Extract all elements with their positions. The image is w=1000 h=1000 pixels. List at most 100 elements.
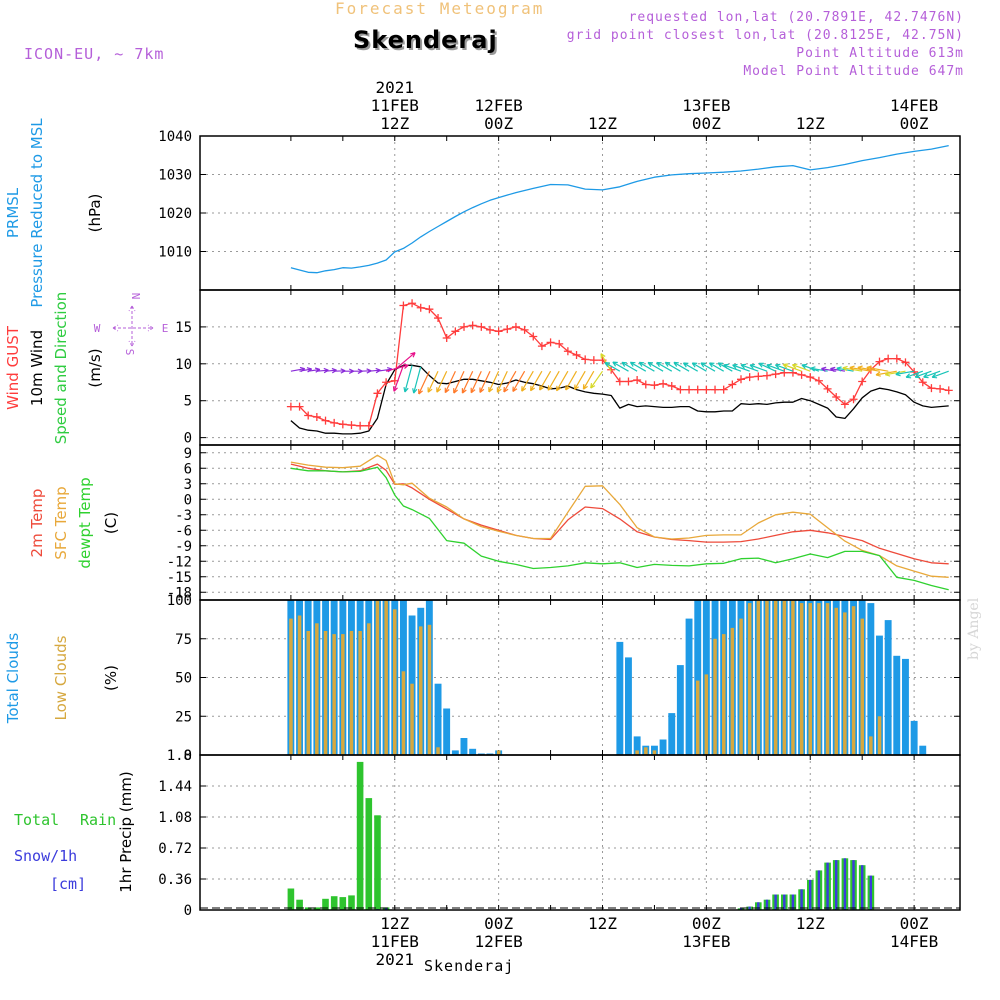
wind-direction-arrow xyxy=(590,370,603,389)
wind-direction-arrow xyxy=(700,362,716,372)
rain-bar xyxy=(374,815,381,910)
gust-marker xyxy=(814,376,823,385)
chart-title: Forecast Meteogram xyxy=(335,0,545,18)
low-clouds-bar xyxy=(652,750,657,755)
snow-bar xyxy=(843,858,847,910)
y-tick-label: 0 xyxy=(184,492,192,508)
low-clouds-label: Low Clouds xyxy=(52,635,70,720)
wind-direction-arrow xyxy=(749,363,768,372)
low-clouds-bar xyxy=(851,606,856,755)
y-tick-label: -9 xyxy=(175,539,192,555)
rain-bar xyxy=(330,896,338,910)
wind-direction-arrow xyxy=(914,370,932,379)
wind-gust-label: Wind GUST xyxy=(4,325,22,410)
low-clouds-bar xyxy=(869,736,873,755)
total-clouds-bar xyxy=(867,603,875,755)
y-tick-label: 0.36 xyxy=(158,872,192,888)
wind-direction-arrow xyxy=(708,362,724,372)
temp-sfc-label: SFC Temp xyxy=(52,486,70,559)
gust-marker xyxy=(373,389,382,398)
low-clouds-bar xyxy=(860,618,864,755)
y-tick-label: 5 xyxy=(184,394,192,410)
precip-unit-label: 1hr Precip (mm) xyxy=(117,771,135,892)
gust-marker xyxy=(892,354,901,363)
gust-marker xyxy=(442,333,451,342)
wind-direction-arrow xyxy=(774,363,794,372)
gust-marker xyxy=(347,421,356,430)
wind-direction-arrow xyxy=(488,370,500,393)
gust-marker xyxy=(737,375,746,384)
wind-direction-arrow xyxy=(740,363,759,372)
wind-direction-arrow xyxy=(791,363,811,372)
wind-direction-arrow xyxy=(732,363,750,372)
y-tick-label: 25 xyxy=(175,709,192,725)
gust-marker xyxy=(624,377,633,386)
gust-marker xyxy=(702,385,711,394)
total-clouds-bar xyxy=(694,600,702,755)
y-tick-label: 15 xyxy=(175,320,192,336)
wind-direction-arrow xyxy=(638,361,655,372)
gust-marker xyxy=(572,350,581,359)
time-label-top: 12Z xyxy=(588,114,617,133)
snow-bar xyxy=(757,902,760,911)
wind-direction-arrow xyxy=(647,361,664,372)
time-label-bottom: 12Z xyxy=(380,914,409,933)
wind-direction-arrow xyxy=(574,370,586,390)
gust-marker xyxy=(356,421,365,430)
grid-point-coordinates: grid point closest lon,lat (20.8125E, 42… xyxy=(566,28,964,43)
gust-marker xyxy=(788,368,797,377)
low-clouds-bar xyxy=(289,618,293,755)
gust-marker xyxy=(546,338,555,347)
gust-marker xyxy=(754,372,763,381)
total-clouds-bar xyxy=(434,683,442,755)
y-tick-label: 10 xyxy=(175,357,192,373)
wind-direction-arrow xyxy=(782,363,802,372)
wind-direction-arrow xyxy=(664,361,681,372)
pressure-unit-label: (hPa) xyxy=(86,194,104,233)
rain-bar xyxy=(356,761,364,910)
rain-bar xyxy=(304,907,312,910)
wind-direction-arrow xyxy=(905,370,924,379)
wind-direction-arrow xyxy=(931,370,949,379)
low-clouds-bar xyxy=(401,671,406,755)
temp-sfc-line xyxy=(290,454,949,578)
wind-direction-arrow xyxy=(758,362,776,372)
low-clouds-bar xyxy=(349,631,354,755)
time-label-top: 11FEB xyxy=(371,96,419,115)
total-clouds-bar xyxy=(884,620,892,755)
compass-arrows xyxy=(112,305,154,347)
total-clouds-bar xyxy=(651,745,658,755)
time-label-top: 13FEB xyxy=(682,96,730,115)
y-tick-label: 50 xyxy=(175,671,192,687)
low-clouds-bar xyxy=(496,750,501,755)
gust-marker xyxy=(667,381,676,390)
low-clouds-bar xyxy=(704,674,709,755)
gust-marker xyxy=(607,365,616,374)
gust-marker xyxy=(529,332,538,341)
total-clouds-bar xyxy=(443,708,451,755)
temp-dewpoint-line xyxy=(290,466,949,591)
gust-marker xyxy=(312,412,321,421)
snow-bar xyxy=(748,906,751,910)
gust-marker xyxy=(408,299,417,308)
y-tick-label: -12 xyxy=(167,554,192,570)
wind-direction-arrow xyxy=(582,370,595,390)
gust-marker xyxy=(434,314,443,323)
wind-direction-arrow xyxy=(621,361,638,372)
gust-marker xyxy=(555,339,564,348)
wind-unit-label: (m/s) xyxy=(86,348,104,387)
gust-marker xyxy=(304,411,313,420)
low-clouds-bar xyxy=(713,638,717,756)
time-label-top: 00Z xyxy=(692,114,721,133)
model-point-altitude: Model Point Altitude 647m xyxy=(743,64,964,79)
compass-north: N xyxy=(129,293,142,300)
low-clouds-bar xyxy=(358,631,362,755)
snow-bar xyxy=(783,894,786,910)
low-clouds-bar xyxy=(315,623,319,756)
y-tick-label: 1010 xyxy=(158,245,192,261)
gust-marker xyxy=(936,384,945,393)
wind-direction-arrow xyxy=(565,370,578,391)
time-label-top: 12FEB xyxy=(475,96,523,115)
total-clouds-bar xyxy=(668,713,676,755)
rain-bar xyxy=(339,897,347,910)
